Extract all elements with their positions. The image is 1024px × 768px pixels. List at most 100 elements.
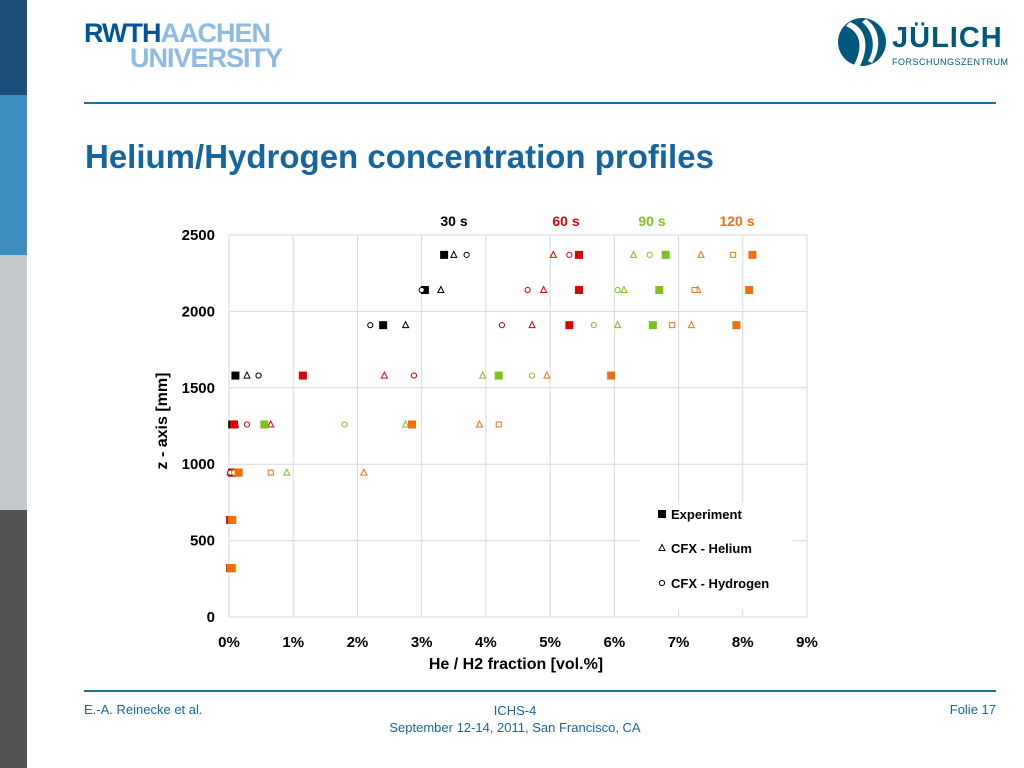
legend-marker-triangle (658, 543, 666, 551)
data-point-cfx-helium (360, 467, 368, 476)
chart-legend: Experiment CFX - Helium CFX - Hydrogen (640, 503, 792, 609)
data-point-cfx-helium (629, 250, 638, 258)
data-point-cfx-helium (243, 370, 251, 379)
data-point-cfx-helium (697, 250, 705, 258)
data-point-cfx-hydrogen (341, 421, 348, 428)
data-point-cfx-helium (539, 285, 548, 294)
data-point-experiment (575, 286, 584, 295)
data-point-experiment (565, 321, 574, 330)
header-divider (84, 102, 996, 104)
legend-label: CFX - Hydrogen (671, 576, 769, 591)
data-point-cfx-helium (549, 250, 558, 258)
data-point-experiment (408, 420, 417, 429)
data-point-experiment (607, 371, 616, 380)
data-point-cfx-hydrogen (243, 421, 251, 428)
chart-points (226, 250, 757, 573)
time-labels: 30 s 60 s 90 s 120 s (440, 213, 754, 229)
time-label: 30 s (440, 213, 467, 229)
left-bar-gray (0, 255, 27, 510)
data-point-experiment (661, 250, 670, 259)
data-point-cfx-helium (687, 320, 696, 329)
data-point-experiment (379, 321, 388, 330)
footer-divider (84, 690, 996, 692)
legend-label: CFX - Helium (671, 541, 752, 556)
data-point-cfx-helium (401, 320, 410, 329)
chart-axes: 0% 1% 2% 3% 4% 5% 6% 7% 8% 9% 0 500 1000 1500 2000 2500… (154, 227, 818, 673)
data-point-experiment (655, 286, 664, 295)
data-point-experiment (732, 321, 741, 330)
data-point-cfx-hydrogen (495, 421, 502, 428)
data-point-experiment (494, 371, 503, 380)
data-point-cfx-helium (437, 285, 445, 294)
left-decoration (0, 0, 27, 768)
legend-marker-circle (658, 579, 666, 587)
y-tick-label: 500 (190, 533, 215, 550)
data-point-cfx-helium (282, 467, 291, 476)
x-tick-label: 2% (347, 634, 369, 651)
data-point-experiment (575, 250, 584, 259)
data-point-cfx-hydrogen (529, 372, 536, 379)
data-point-cfx-hydrogen (410, 372, 418, 379)
data-point-cfx-hydrogen (524, 286, 531, 294)
data-point-experiment (420, 286, 429, 295)
data-point-experiment (748, 250, 757, 259)
left-bar-mid (0, 95, 27, 255)
y-tick-label: 2500 (182, 227, 215, 244)
y-axis-label: z - axis [mm] (154, 373, 171, 470)
x-tick-label: 7% (668, 634, 690, 651)
julich-name: JÜLICH (892, 22, 1003, 54)
data-point-experiment (231, 371, 240, 380)
data-point-cfx-hydrogen (691, 287, 698, 294)
julich-emblem-icon (838, 18, 886, 66)
y-tick-label: 1500 (182, 380, 215, 397)
rwth-logo-university: UNIVERSITY (130, 43, 283, 73)
data-point-experiment (260, 420, 269, 429)
data-point-cfx-hydrogen (566, 251, 573, 258)
legend-box (640, 503, 792, 609)
page-title: Helium/Hydrogen concentration profiles (85, 138, 714, 175)
legend-label: Experiment (671, 507, 742, 522)
footer-slide-number: Folie 17 (949, 702, 996, 717)
julich-logo: JÜLICH FORSCHUNGSZENTRUM (836, 14, 1009, 70)
time-label: 120 s (719, 213, 754, 229)
footer-conference: ICHS-4 September 12-14, 2011, San Franci… (340, 702, 690, 736)
data-point-cfx-hydrogen (255, 372, 262, 379)
y-tick-label: 1000 (182, 456, 215, 473)
x-tick-label: 8% (732, 634, 754, 651)
data-point-cfx-helium (478, 370, 487, 379)
left-bar-dark (0, 510, 27, 768)
time-label: 90 s (638, 213, 665, 229)
data-point-cfx-helium (543, 370, 551, 379)
x-tick-label: 3% (411, 634, 433, 651)
x-axis-label: He / H2 fraction [vol.%] (429, 656, 603, 673)
data-point-cfx-hydrogen (367, 322, 374, 329)
data-point-cfx-helium (380, 370, 389, 379)
data-point-cfx-hydrogen (418, 286, 425, 294)
julich-subtitle: FORSCHUNGSZENTRUM (892, 57, 1009, 67)
data-point-cfx-hydrogen (267, 469, 274, 476)
data-point-cfx-helium (620, 285, 628, 294)
data-point-experiment (234, 468, 243, 477)
data-point-experiment (228, 515, 237, 524)
x-tick-label: 0% (218, 634, 240, 651)
data-point-cfx-helium (401, 419, 410, 428)
data-point-experiment (440, 250, 449, 259)
data-point-cfx-hydrogen (730, 251, 737, 258)
data-point-cfx-helium (449, 250, 458, 258)
footer-conference-date: September 12-14, 2011, San Francisco, CA (389, 720, 641, 735)
x-tick-label: 1% (282, 634, 304, 651)
data-point-cfx-hydrogen (646, 251, 653, 258)
rwth-logo: RWTHAACHEN UNIVERSITY (84, 20, 283, 73)
footer-conference-name: ICHS-4 (493, 703, 537, 718)
y-tick-label: 2000 (182, 303, 215, 320)
data-point-cfx-helium (528, 320, 536, 329)
data-point-cfx-hydrogen (463, 251, 470, 258)
left-bar-top (0, 0, 27, 95)
x-tick-label: 9% (796, 634, 818, 651)
data-point-cfx-helium (266, 419, 275, 428)
data-point-cfx-hydrogen (498, 322, 506, 329)
time-label: 60 s (552, 213, 579, 229)
y-tick-label: 0 (207, 609, 215, 626)
data-point-experiment (648, 321, 657, 330)
